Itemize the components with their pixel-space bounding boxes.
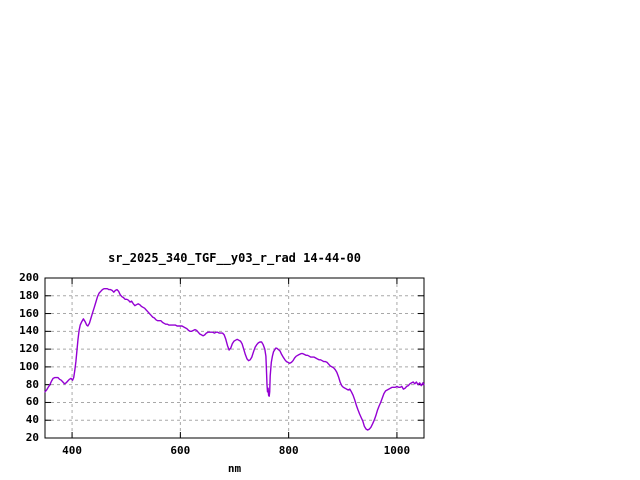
y-tick-label: 80 [25, 377, 39, 391]
x-tick-label: 600 [170, 444, 191, 457]
x-axis-label: nm [227, 462, 242, 475]
y-tick-label: 200 [19, 271, 39, 284]
data-curve [44, 288, 425, 431]
y-tick-label: 120 [19, 342, 39, 356]
y-tick-label: 160 [19, 306, 39, 320]
chart-title: sr_2025_340_TGF__y03_r_rad 14-44-00 [108, 251, 361, 265]
x-tick-label: 400 [62, 444, 82, 457]
y-tick-label: 140 [19, 324, 39, 338]
y-tick-label: 100 [19, 359, 39, 373]
x-tick-label: 800 [278, 444, 299, 457]
y-tick-label: 180 [19, 288, 39, 302]
y-tick-label: 20 [25, 431, 39, 444]
x-tick-label: 1000 [383, 444, 411, 457]
plot-border [44, 277, 425, 439]
y-tick-label: 60 [25, 395, 39, 409]
y-tick-label: 40 [25, 413, 39, 427]
